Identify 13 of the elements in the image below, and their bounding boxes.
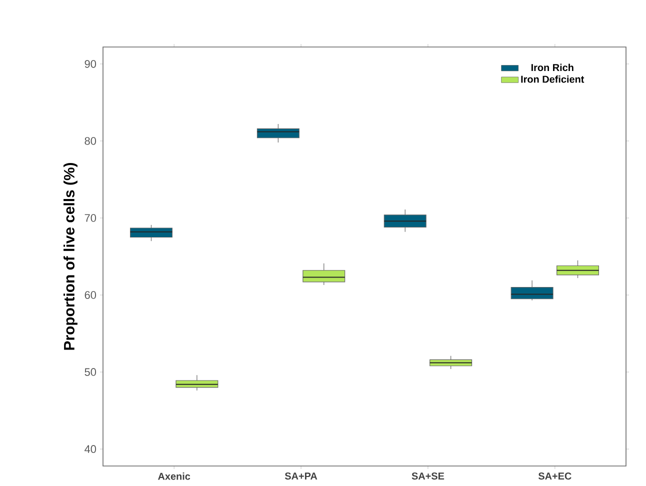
y-tick-label: 70 (84, 214, 96, 222)
x-tick-label: SA+PA (284, 472, 318, 480)
y-axis-title: Proportion of live cells (%) (64, 162, 78, 350)
y-tick-label: 90 (84, 60, 96, 68)
y-tick-label: 80 (84, 137, 96, 145)
x-tick-label: Axenic (158, 472, 190, 480)
x-tick-label: SA+EC (538, 472, 572, 480)
legend-label: Iron Rich (531, 64, 574, 72)
y-tick-label: 40 (84, 445, 96, 453)
legend-label: Iron Deficient (521, 75, 584, 83)
y-tick-label: 60 (84, 291, 96, 299)
x-tick-label: SA+SE (412, 472, 444, 480)
y-tick-label: 50 (84, 368, 96, 376)
